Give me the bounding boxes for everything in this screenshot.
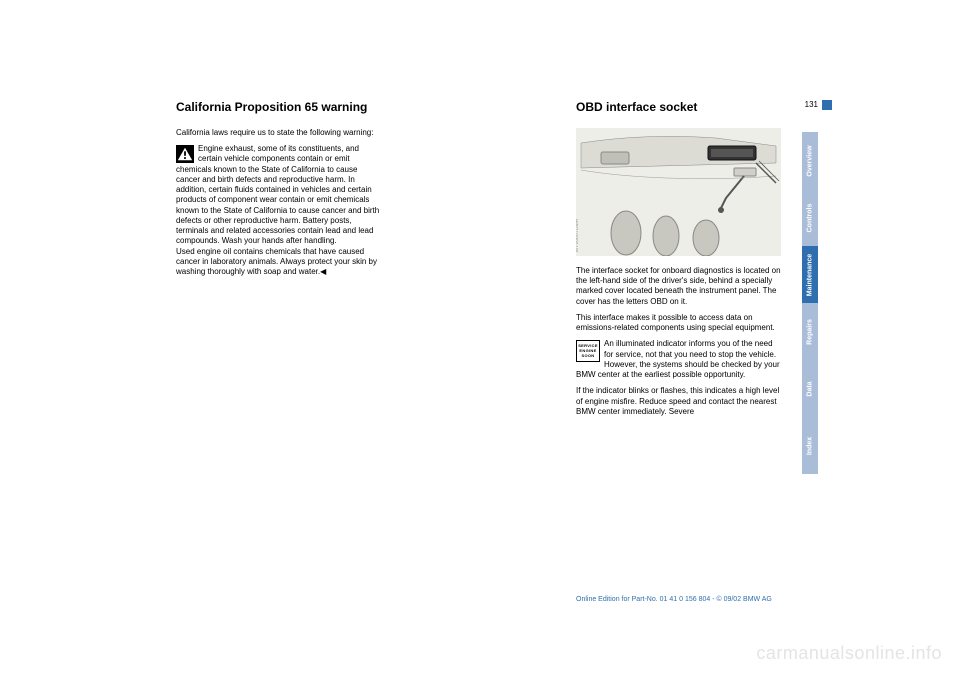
- obd-p4: If the indicator blinks or flashes, this…: [576, 386, 781, 417]
- tab-label: Index: [807, 436, 814, 454]
- tab-controls[interactable]: Controls: [802, 189, 818, 246]
- footer-text: Online Edition for Part-No. 01 41 0 156 …: [576, 596, 772, 603]
- left-column: California Proposition 65 warning Califo…: [176, 100, 381, 283]
- warning-block: Engine exhaust, some of its constituents…: [176, 144, 381, 277]
- right-column: OBD interface socket MY0080TOMA T: [576, 100, 781, 423]
- heading-obd: OBD interface socket: [576, 100, 781, 114]
- page-number: 131: [805, 100, 818, 109]
- obd-p2: This interface makes it possible to acce…: [576, 313, 781, 333]
- heading-prop65: California Proposition 65 warning: [176, 100, 381, 114]
- warning-triangle-icon: [176, 145, 194, 163]
- obd-p1: The interface socket for onboard diagnos…: [576, 266, 781, 307]
- tab-label: Controls: [807, 203, 814, 232]
- body-left: California laws require us to state the …: [176, 128, 381, 277]
- tab-label: Repairs: [807, 319, 814, 345]
- warning-text: Engine exhaust, some of its constituents…: [176, 144, 379, 276]
- tab-data[interactable]: Data: [802, 360, 818, 417]
- tab-label: Overview: [807, 145, 814, 176]
- obd-illustration: MY0080TOMA: [576, 128, 781, 256]
- body-right: The interface socket for onboard diagnos…: [576, 266, 781, 417]
- watermark: carmanualsonline.info: [756, 643, 942, 664]
- intro-text: California laws require us to state the …: [176, 128, 381, 138]
- tab-label: Maintenance: [807, 253, 814, 295]
- tab-repairs[interactable]: Repairs: [802, 303, 818, 360]
- service-engine-icon: SERVICE ENGINE SOON: [576, 340, 600, 362]
- tab-label: Data: [807, 381, 814, 396]
- manual-page: 131 California Proposition 65 warning Ca…: [176, 100, 786, 600]
- obd-p3: An illuminated indicator informs you of …: [576, 339, 780, 379]
- side-tabs: Overview Controls Maintenance Repairs Da…: [802, 132, 818, 474]
- illustration-code: MY0080TOMA: [576, 219, 580, 252]
- service-block: SERVICE ENGINE SOON An illuminated indic…: [576, 339, 781, 380]
- page-marker: [822, 100, 832, 110]
- tab-index[interactable]: Index: [802, 417, 818, 474]
- tab-maintenance[interactable]: Maintenance: [802, 246, 818, 303]
- tab-overview[interactable]: Overview: [802, 132, 818, 189]
